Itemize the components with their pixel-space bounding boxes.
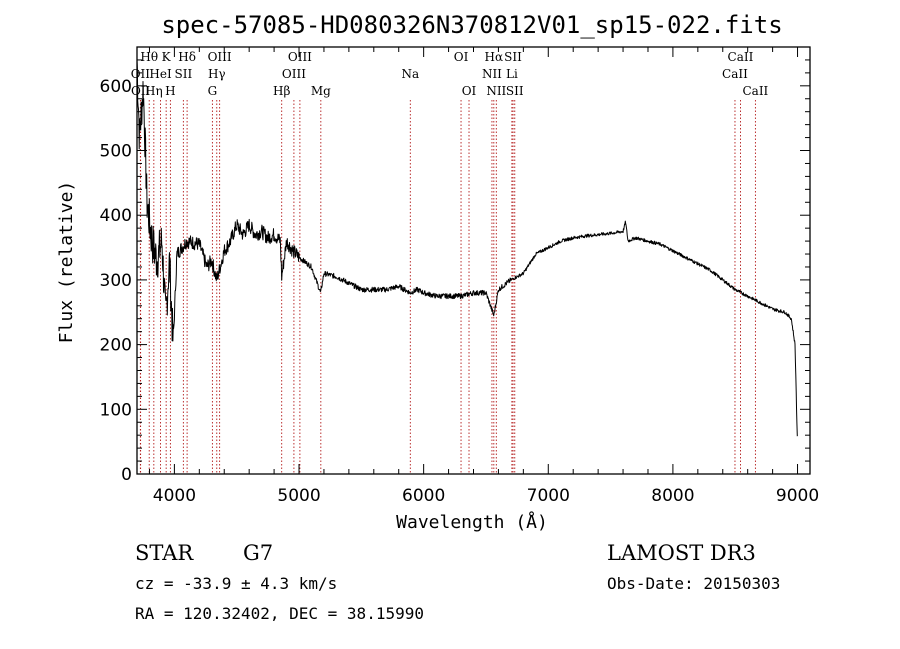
object-subclass: G7 xyxy=(243,541,273,565)
x-tick-label: 7000 xyxy=(527,486,570,506)
x-tick-label: 5000 xyxy=(277,486,320,506)
line-label: OII xyxy=(131,84,151,98)
line-label: CaII xyxy=(742,84,768,98)
line-label: Mg xyxy=(311,84,331,98)
redshift-text: cz = -33.9 ± 4.3 km/s xyxy=(135,574,337,593)
chart-title: spec-57085-HD080326N370812V01_sp15-022.f… xyxy=(161,11,782,39)
line-label: SII xyxy=(506,84,524,98)
plot-frame xyxy=(136,46,811,475)
line-label: Hα xyxy=(485,50,504,64)
line-label: CaII xyxy=(728,50,754,64)
x-tick-label: 9000 xyxy=(776,486,819,506)
line-label: Li xyxy=(506,67,518,81)
line-label: OI xyxy=(454,50,469,64)
line-label: OIII xyxy=(282,67,306,81)
line-label: Hδ xyxy=(178,50,196,64)
spectrum-layer xyxy=(136,60,798,437)
y-tick-label: 100 xyxy=(100,400,132,420)
y-tick-label: 500 xyxy=(100,142,132,162)
spectrum-trace xyxy=(136,60,798,437)
line-label: SII xyxy=(504,50,522,64)
line-label: Hθ xyxy=(140,50,158,64)
line-label: G xyxy=(208,84,218,98)
object-class: STAR xyxy=(135,541,194,565)
x-tick-label: 6000 xyxy=(402,486,445,506)
line-label: CaII xyxy=(722,67,748,81)
x-tick-label: 4000 xyxy=(153,486,196,506)
line-label: OI xyxy=(462,84,477,98)
axis-ticks: 4000 5000 6000 7000 8000 9000 0 100 200 300 400 500… xyxy=(100,47,819,506)
y-tick-label: 0 xyxy=(121,465,132,485)
line-label: H xyxy=(165,84,175,98)
line-label: NII xyxy=(486,84,506,98)
y-axis-label: Flux (relative) xyxy=(56,181,77,344)
line-label: Hη xyxy=(145,84,163,98)
line-label: OII xyxy=(131,67,151,81)
coordinates: RA = 120.32402, DEC = 38.15990 xyxy=(135,604,424,623)
obs-date: Obs-Date: 20150303 xyxy=(607,574,780,593)
x-tick-label: 8000 xyxy=(651,486,694,506)
line-label: SII xyxy=(175,67,193,81)
line-label: NII xyxy=(482,67,502,81)
line-label: Hγ xyxy=(208,67,226,81)
line-label: HeI xyxy=(149,67,172,81)
y-tick-label: 600 xyxy=(100,77,132,97)
y-tick-label: 400 xyxy=(100,206,132,226)
line-label: Hβ xyxy=(273,84,290,98)
y-tick-label: 200 xyxy=(100,336,132,356)
x-axis-label: Wavelength (Å) xyxy=(396,511,548,533)
line-label: K xyxy=(162,50,172,64)
line-label: OIII xyxy=(208,50,232,64)
line-label: OIII xyxy=(288,50,312,64)
y-tick-label: 300 xyxy=(100,271,132,291)
line-label: Na xyxy=(401,67,419,81)
survey-name: LAMOST DR3 xyxy=(607,541,756,565)
